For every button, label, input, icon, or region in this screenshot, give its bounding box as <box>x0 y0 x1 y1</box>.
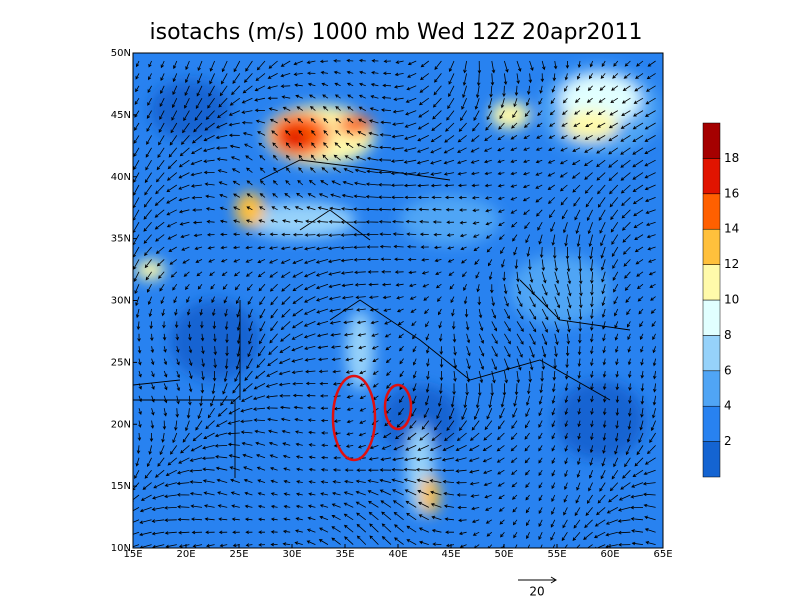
colorbar-swatch <box>702 158 721 195</box>
borders <box>133 159 631 478</box>
lon-label: 65E <box>653 549 672 560</box>
highlight-ellipse <box>331 374 377 462</box>
wind-vectors <box>133 58 657 548</box>
map-title: isotachs (m/s) 1000 mb Wed 12Z 20apr2011 <box>150 20 643 45</box>
colorbar-label: 14 <box>724 222 739 236</box>
lat-label: 20N <box>111 419 131 430</box>
colorbar-label: 12 <box>724 257 739 271</box>
colorbar-label: 8 <box>724 328 732 342</box>
lon-label: 50E <box>494 549 513 560</box>
lat-label: 10N <box>111 543 131 554</box>
reference-arrowhead <box>550 576 557 584</box>
colorbar-label: 18 <box>724 151 739 165</box>
lon-label: 45E <box>441 549 460 560</box>
colorbar-label: 2 <box>724 434 732 448</box>
lat-label: 40N <box>111 172 131 183</box>
highlight-ellipse <box>383 383 413 431</box>
lat-label: 30N <box>111 296 131 307</box>
lat-label: 25N <box>111 357 131 368</box>
colorbar-swatch <box>702 264 721 301</box>
lon-label: 30E <box>282 549 301 560</box>
colorbar-swatch <box>702 193 721 230</box>
lon-label: 20E <box>176 549 195 560</box>
field-patches <box>135 65 660 515</box>
lon-label: 35E <box>335 549 354 560</box>
lon-label: 60E <box>600 549 619 560</box>
lat-label: 45N <box>111 110 131 121</box>
colorbar-swatch <box>702 228 721 265</box>
lat-label: 35N <box>111 234 131 245</box>
reference-label: 20 <box>529 585 544 599</box>
lon-label: 25E <box>229 549 248 560</box>
lat-label: 15N <box>111 481 131 492</box>
wind-field <box>133 53 663 548</box>
colorbar-label: 10 <box>724 293 739 307</box>
colorbar-label: 6 <box>724 363 732 377</box>
lat-label: 50N <box>111 48 131 59</box>
colorbar-swatch <box>702 441 721 478</box>
colorbar-swatch <box>702 122 721 159</box>
colorbar-swatch <box>702 405 721 442</box>
lon-label: 40E <box>388 549 407 560</box>
colorbar-swatch <box>702 299 721 336</box>
colorbar-label: 4 <box>724 399 732 413</box>
colorbar-swatch <box>702 370 721 407</box>
lon-label: 55E <box>547 549 566 560</box>
lon-label: 15E <box>123 549 142 560</box>
colorbar-label: 16 <box>724 186 739 200</box>
colorbar-swatch <box>702 335 721 372</box>
